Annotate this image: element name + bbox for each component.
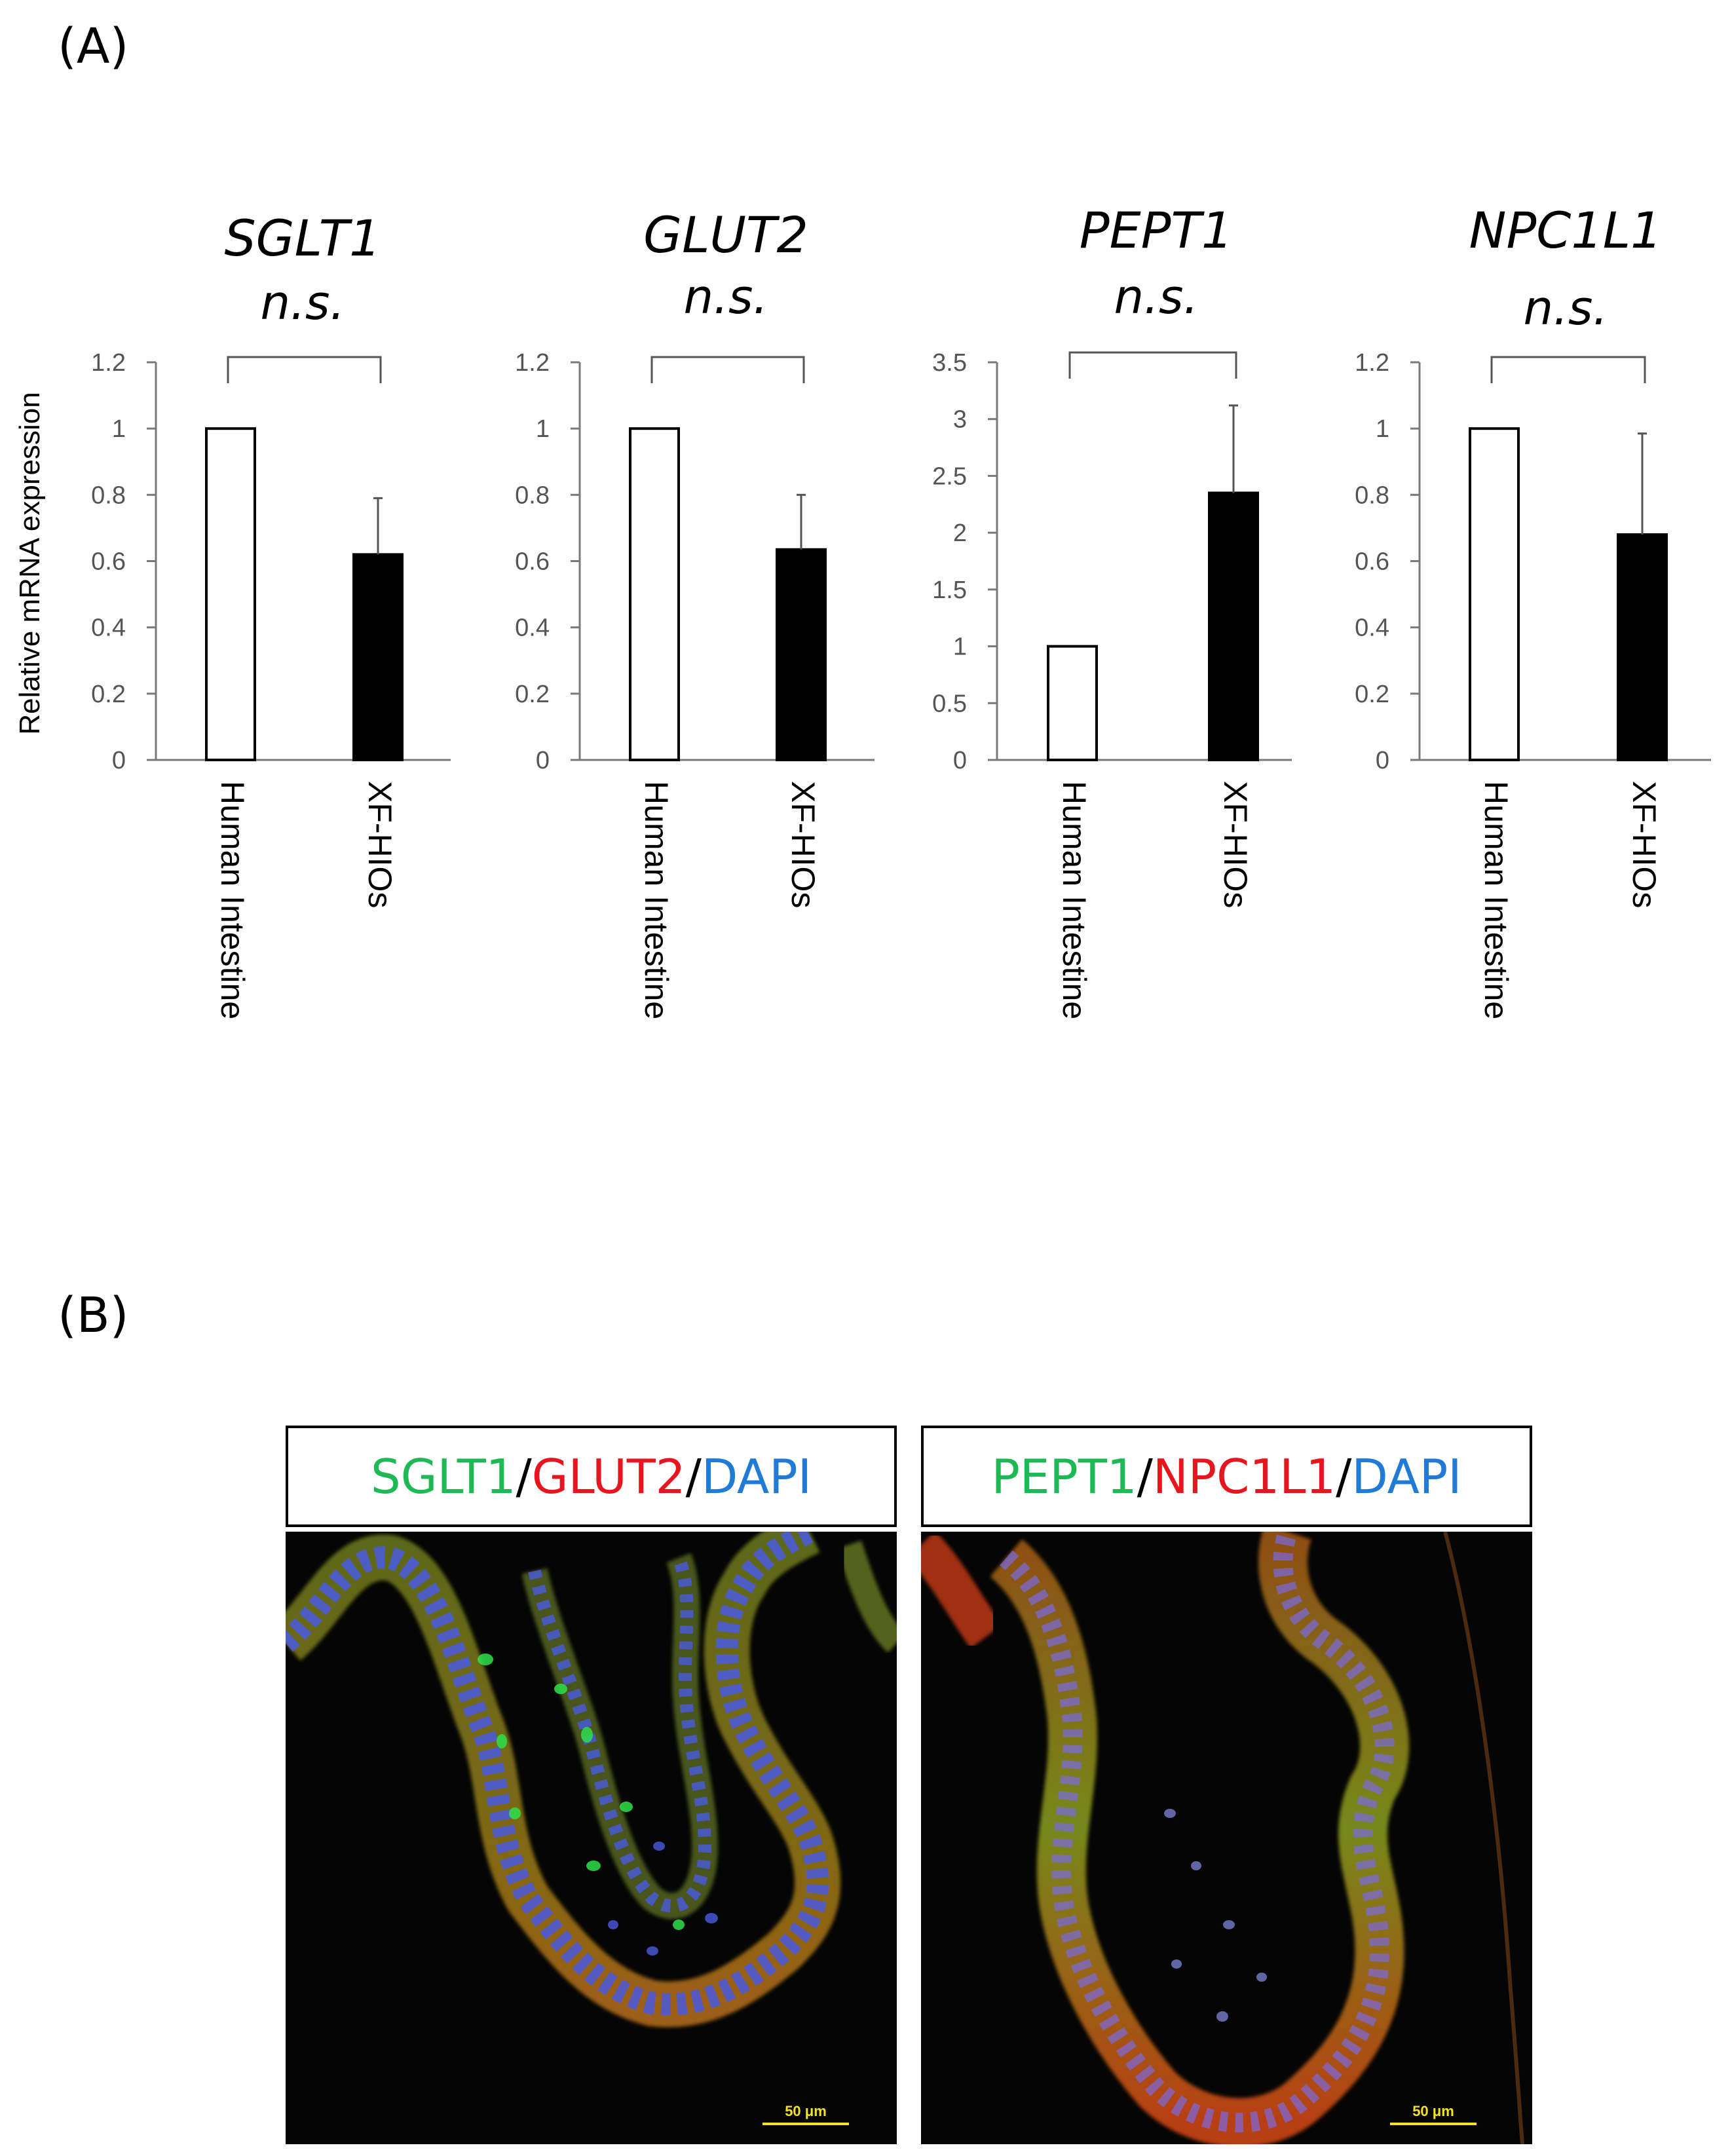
legend-part: NPC1L1 bbox=[1152, 1448, 1336, 1504]
legend-part: / bbox=[685, 1448, 702, 1504]
legend-part: DAPI bbox=[1351, 1448, 1462, 1504]
y-tick-label: 2.5 bbox=[932, 463, 967, 490]
legend-part: SGLT1 bbox=[371, 1448, 516, 1504]
legend-part: DAPI bbox=[701, 1448, 812, 1504]
chart-title: NPC1L1 bbox=[1469, 201, 1663, 259]
y-tick-label: 3.5 bbox=[932, 349, 967, 377]
scale-bar-left: 50 μm bbox=[785, 2103, 827, 2119]
bar-xf-hios bbox=[1617, 533, 1668, 761]
legend-part: / bbox=[1137, 1448, 1153, 1504]
category-label: Human Intestine bbox=[1056, 781, 1093, 1019]
significance-label: n.s. bbox=[1524, 280, 1608, 335]
legend-box-left: SGLT1/GLUT2/DAPI bbox=[286, 1426, 897, 1527]
chart-glut2: 0 0.2 0.4 0.6 0.8 1 1.2 Human Intestine XF-HIOs G… bbox=[515, 206, 875, 1019]
y-tick-label: 0.5 bbox=[932, 690, 967, 717]
bar-human-intestine bbox=[1047, 645, 1098, 761]
y-tick-label: 1.5 bbox=[932, 577, 967, 604]
chart-title: PEPT1 bbox=[1080, 201, 1233, 259]
y-tick-label: 0.2 bbox=[515, 681, 550, 708]
chart-pept1: 0 0.5 1 1.5 2 2.5 3 3.5 Human Intestine XF-HIOs PE… bbox=[932, 201, 1292, 1019]
y-tick-label: 1.2 bbox=[515, 349, 550, 377]
chart-title: GLUT2 bbox=[643, 206, 808, 264]
y-tick-label: 1 bbox=[1376, 415, 1389, 443]
significance-bracket bbox=[227, 356, 382, 383]
y-axis-label: Relative mRNA expression bbox=[14, 392, 46, 734]
micrograph-left: 50 μm bbox=[286, 1532, 897, 2144]
y-tick-label: 1.2 bbox=[91, 349, 126, 377]
y-tick-label: 2 bbox=[953, 520, 967, 547]
y-tick-label: 0.8 bbox=[1355, 482, 1389, 509]
category-label: XF-HIOs bbox=[1217, 781, 1254, 908]
bar-human-intestine bbox=[629, 427, 680, 762]
bar-xf-hios bbox=[352, 553, 404, 762]
chart-title: SGLT1 bbox=[224, 209, 381, 267]
legend-part: GLUT2 bbox=[531, 1448, 686, 1504]
category-label: Human Intestine bbox=[1478, 781, 1515, 1019]
legend-part: / bbox=[1336, 1448, 1352, 1504]
y-tick-label: 0.4 bbox=[515, 615, 550, 642]
y-tick-label: 1 bbox=[953, 634, 967, 661]
legend-box-right: PEPT1/NPC1L1/DAPI bbox=[921, 1426, 1532, 1527]
chart-npc1l1: 0 0.2 0.4 0.6 0.8 1 1.2 Human Intestine XF-HIOs N… bbox=[1355, 201, 1711, 1019]
category-label: XF-HIOs bbox=[362, 781, 398, 908]
bar-xf-hios bbox=[776, 548, 827, 761]
category-label: XF-HIOs bbox=[785, 781, 821, 908]
y-tick-label: 0.4 bbox=[91, 615, 126, 642]
y-tick-label: 1.2 bbox=[1355, 349, 1389, 377]
legend-right-text: PEPT1/NPC1L1/DAPI bbox=[991, 1449, 1461, 1504]
category-label: Human Intestine bbox=[214, 781, 251, 1019]
y-tick-label: 0.6 bbox=[91, 548, 126, 576]
significance-bracket bbox=[1068, 351, 1237, 379]
y-tick-label: 1 bbox=[112, 415, 126, 443]
bar-human-intestine bbox=[1469, 427, 1520, 762]
bar-charts: 0 0.2 0.4 0.6 0.8 1 1.2 Human Intestine XF-HIOs S… bbox=[14, 201, 1711, 1019]
significance-label: n.s. bbox=[684, 269, 768, 324]
y-tick-label: 0.2 bbox=[91, 681, 126, 708]
significance-label: n.s. bbox=[261, 275, 345, 330]
bar-human-intestine bbox=[205, 427, 256, 762]
panel-label-a: (A) bbox=[58, 18, 129, 75]
legend-part: / bbox=[516, 1448, 532, 1504]
y-tick-label: 0.6 bbox=[1355, 548, 1389, 576]
y-tick-label: 0 bbox=[1376, 747, 1389, 774]
bar-xf-hios bbox=[1208, 491, 1259, 761]
y-tick-label: 0.8 bbox=[515, 482, 550, 509]
significance-bracket bbox=[650, 356, 805, 383]
category-label: XF-HIOs bbox=[1626, 781, 1663, 908]
y-tick-label: 0.8 bbox=[91, 482, 126, 509]
chart-sglt1: 0 0.2 0.4 0.6 0.8 1 1.2 Human Intestine XF-HIOs S… bbox=[14, 209, 451, 1019]
significance-bracket bbox=[1490, 356, 1646, 383]
y-tick-label: 0 bbox=[112, 747, 126, 774]
y-tick-label: 0 bbox=[536, 747, 550, 774]
category-label: Human Intestine bbox=[638, 781, 675, 1019]
scale-bar-right: 50 μm bbox=[1412, 2103, 1454, 2119]
y-tick-label: 1 bbox=[536, 415, 550, 443]
legend-part: PEPT1 bbox=[991, 1448, 1137, 1504]
significance-label: n.s. bbox=[1114, 269, 1199, 324]
y-tick-label: 0 bbox=[953, 747, 967, 774]
micrograph-right: 50 μm bbox=[921, 1532, 1532, 2144]
legend-left-text: SGLT1/GLUT2/DAPI bbox=[371, 1449, 812, 1504]
y-tick-label: 0.6 bbox=[515, 548, 550, 576]
panel-label-b: (B) bbox=[58, 1287, 129, 1344]
y-tick-label: 3 bbox=[953, 406, 967, 434]
y-tick-label: 0.4 bbox=[1355, 615, 1389, 642]
y-tick-label: 0.2 bbox=[1355, 681, 1389, 708]
